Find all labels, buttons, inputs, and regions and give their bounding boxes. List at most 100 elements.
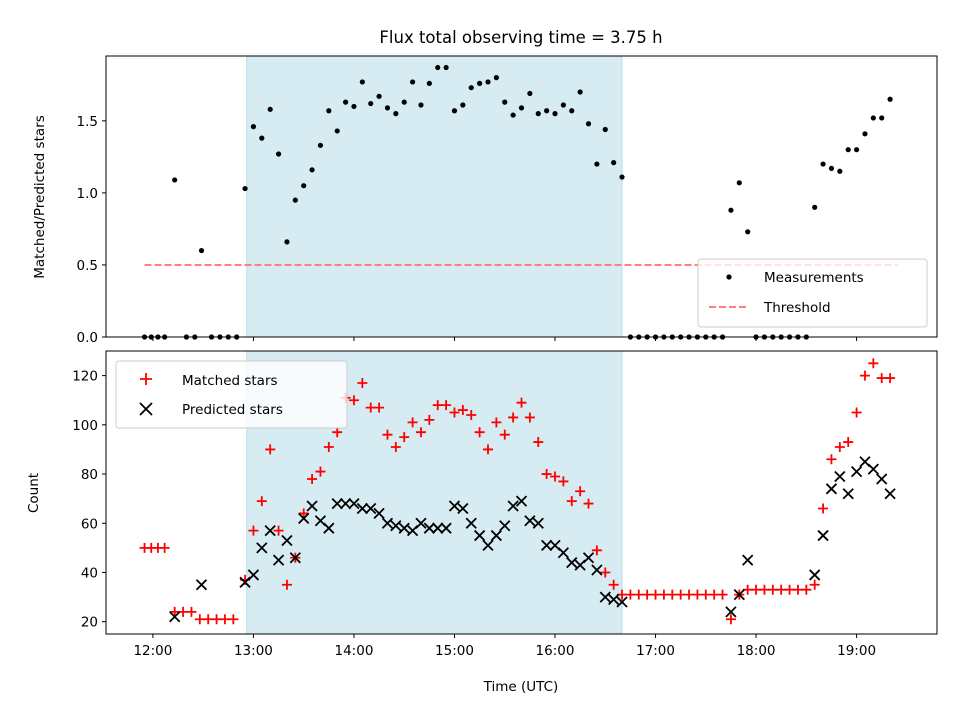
predicted-star-point	[373, 507, 385, 520]
predicted-star-point	[390, 520, 402, 532]
matched-star-point	[885, 373, 896, 384]
top-y-ticks: 0.0 0.5 1.0 1.5	[77, 114, 106, 346]
predicted-star-point	[432, 522, 444, 534]
matched-star-point	[809, 579, 820, 590]
legend-matched-label: Matched stars	[182, 373, 278, 389]
measurement-point	[275, 151, 282, 157]
predicted-star-point	[725, 606, 737, 618]
bottom-legend-box	[115, 360, 348, 429]
bottom-y-ticks: 20 40 60 80 100 120	[72, 369, 106, 631]
y-tick-label: 100	[72, 418, 98, 434]
measurement-point	[585, 121, 592, 127]
matched-star-point	[265, 444, 276, 455]
y-tick-label: 40	[81, 565, 98, 581]
matched-star-point	[834, 441, 845, 452]
measurement-point	[845, 147, 851, 153]
predicted-star-point	[490, 529, 503, 542]
measurement-point	[172, 177, 178, 183]
matched-star-point	[424, 414, 435, 425]
predicted-star-point	[507, 500, 519, 512]
matched-star-point	[441, 400, 452, 411]
matched-star-point	[826, 454, 837, 465]
y-tick-label: 120	[72, 369, 98, 385]
legend-measurements-label: Measurements	[764, 270, 864, 286]
matched-star-point	[348, 395, 359, 406]
x-tick-label: 12:00	[133, 643, 172, 659]
predicted-star-point	[515, 495, 528, 507]
predicted-star-point	[867, 463, 879, 475]
predicted-star-point	[256, 542, 268, 554]
predicted-star-point	[482, 539, 494, 552]
y-tick-label: 0.0	[77, 330, 98, 346]
legend-matched-marker	[140, 373, 152, 385]
predicted-star-point	[264, 525, 276, 537]
measurement-point	[736, 180, 742, 186]
measurement-points	[141, 64, 893, 340]
matched-star-point	[591, 545, 602, 556]
matched-star-point	[650, 589, 661, 600]
predicted-star-point	[850, 465, 863, 478]
matched-star-point	[533, 437, 544, 448]
measurement-point	[309, 167, 315, 173]
matched-star-point	[186, 606, 197, 617]
bottom-legend: Matched stars Predicted stars	[115, 360, 348, 429]
measurement-point	[351, 103, 357, 110]
measurement-point	[728, 207, 734, 213]
measurement-point	[368, 100, 374, 107]
x-tick-label: 18:00	[737, 643, 776, 659]
measurement-point	[602, 126, 608, 133]
matched-star-point	[298, 508, 309, 519]
predicted-star-point	[323, 522, 335, 534]
matched-star-point	[575, 486, 586, 497]
predicted-star-point	[381, 517, 394, 529]
matched-star-point	[566, 496, 577, 507]
matched-star-point	[415, 427, 426, 438]
matched-star-point	[558, 476, 569, 487]
matched-star-point	[457, 405, 468, 416]
top-y-axis-label: Matched/Predicted stars	[32, 115, 48, 278]
measurement-point	[292, 197, 298, 203]
matched-star-point	[717, 589, 728, 600]
measurement-point	[460, 102, 466, 108]
matched-star-point	[228, 614, 239, 625]
measurement-point	[569, 108, 575, 114]
predicted-star-point	[532, 517, 544, 529]
measurement-point	[544, 108, 550, 114]
matched-star-point	[709, 589, 720, 600]
measurement-point	[250, 124, 257, 130]
measurement-point	[862, 131, 868, 137]
matched-star-point	[248, 525, 259, 536]
predicted-star-point	[473, 529, 486, 542]
matched-star-point	[159, 542, 170, 553]
measurement-point	[409, 79, 416, 85]
predicted-star-point	[289, 552, 301, 564]
matched-star-point	[600, 567, 611, 578]
matched-star-point	[524, 412, 535, 423]
top-title: Flux total observing time = 3.75 h	[379, 28, 662, 47]
legend-measurements-marker	[726, 274, 732, 280]
y-tick-label: 1.0	[77, 186, 98, 202]
matched-star-point	[365, 402, 376, 413]
matched-star-point	[382, 429, 393, 440]
predicted-star-point	[398, 522, 410, 534]
matched-star-point	[667, 589, 678, 600]
matched-star-point	[658, 589, 669, 600]
predicted-star-point	[809, 569, 821, 581]
predicted-stars-points	[169, 456, 896, 623]
matched-star-point	[482, 444, 493, 455]
measurement-point	[745, 229, 751, 235]
predicted-star-point	[356, 502, 368, 515]
y-tick-label: 0.5	[77, 258, 98, 274]
predicted-star-point	[733, 588, 745, 601]
measurement-point	[552, 111, 558, 117]
predicted-star-point	[616, 596, 628, 608]
matched-star-point	[273, 525, 284, 536]
predicted-star-point	[566, 556, 578, 569]
matched-star-point	[851, 407, 862, 418]
matched-star-point	[876, 373, 887, 384]
measurement-point	[577, 89, 583, 95]
measurement-point	[887, 96, 893, 102]
measurement-point	[435, 64, 441, 71]
matched-star-point	[725, 614, 736, 625]
measurement-point	[326, 108, 332, 114]
